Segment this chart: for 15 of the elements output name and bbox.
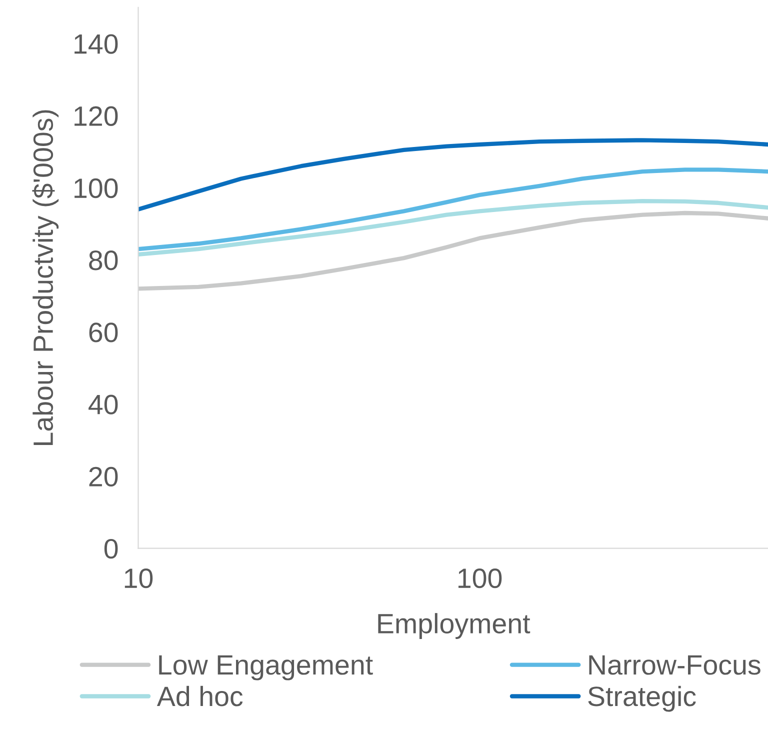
y-tick-label: 40	[88, 394, 118, 414]
y-tick-label: 140	[74, 34, 118, 54]
legend-label: Narrow-Focus	[589, 655, 760, 675]
legend-label: Low Engagement	[159, 655, 373, 680]
y-tick-label: 60	[89, 322, 118, 342]
legend-label: Strategic	[588, 686, 696, 712]
y-tick-label: 80	[89, 250, 118, 270]
y-tick-label: 100	[74, 178, 118, 198]
y-tick-label: 20	[89, 466, 118, 487]
y-axis-title: Labour Productvity ($'000s)	[32, 110, 59, 445]
y-tick-label: 0	[104, 538, 118, 559]
x-axis-title: Employment	[378, 613, 530, 639]
legend-label: Ad hoc	[156, 686, 243, 706]
y-tick-label: 120	[74, 106, 118, 126]
x-tick-label: 10	[124, 568, 153, 588]
